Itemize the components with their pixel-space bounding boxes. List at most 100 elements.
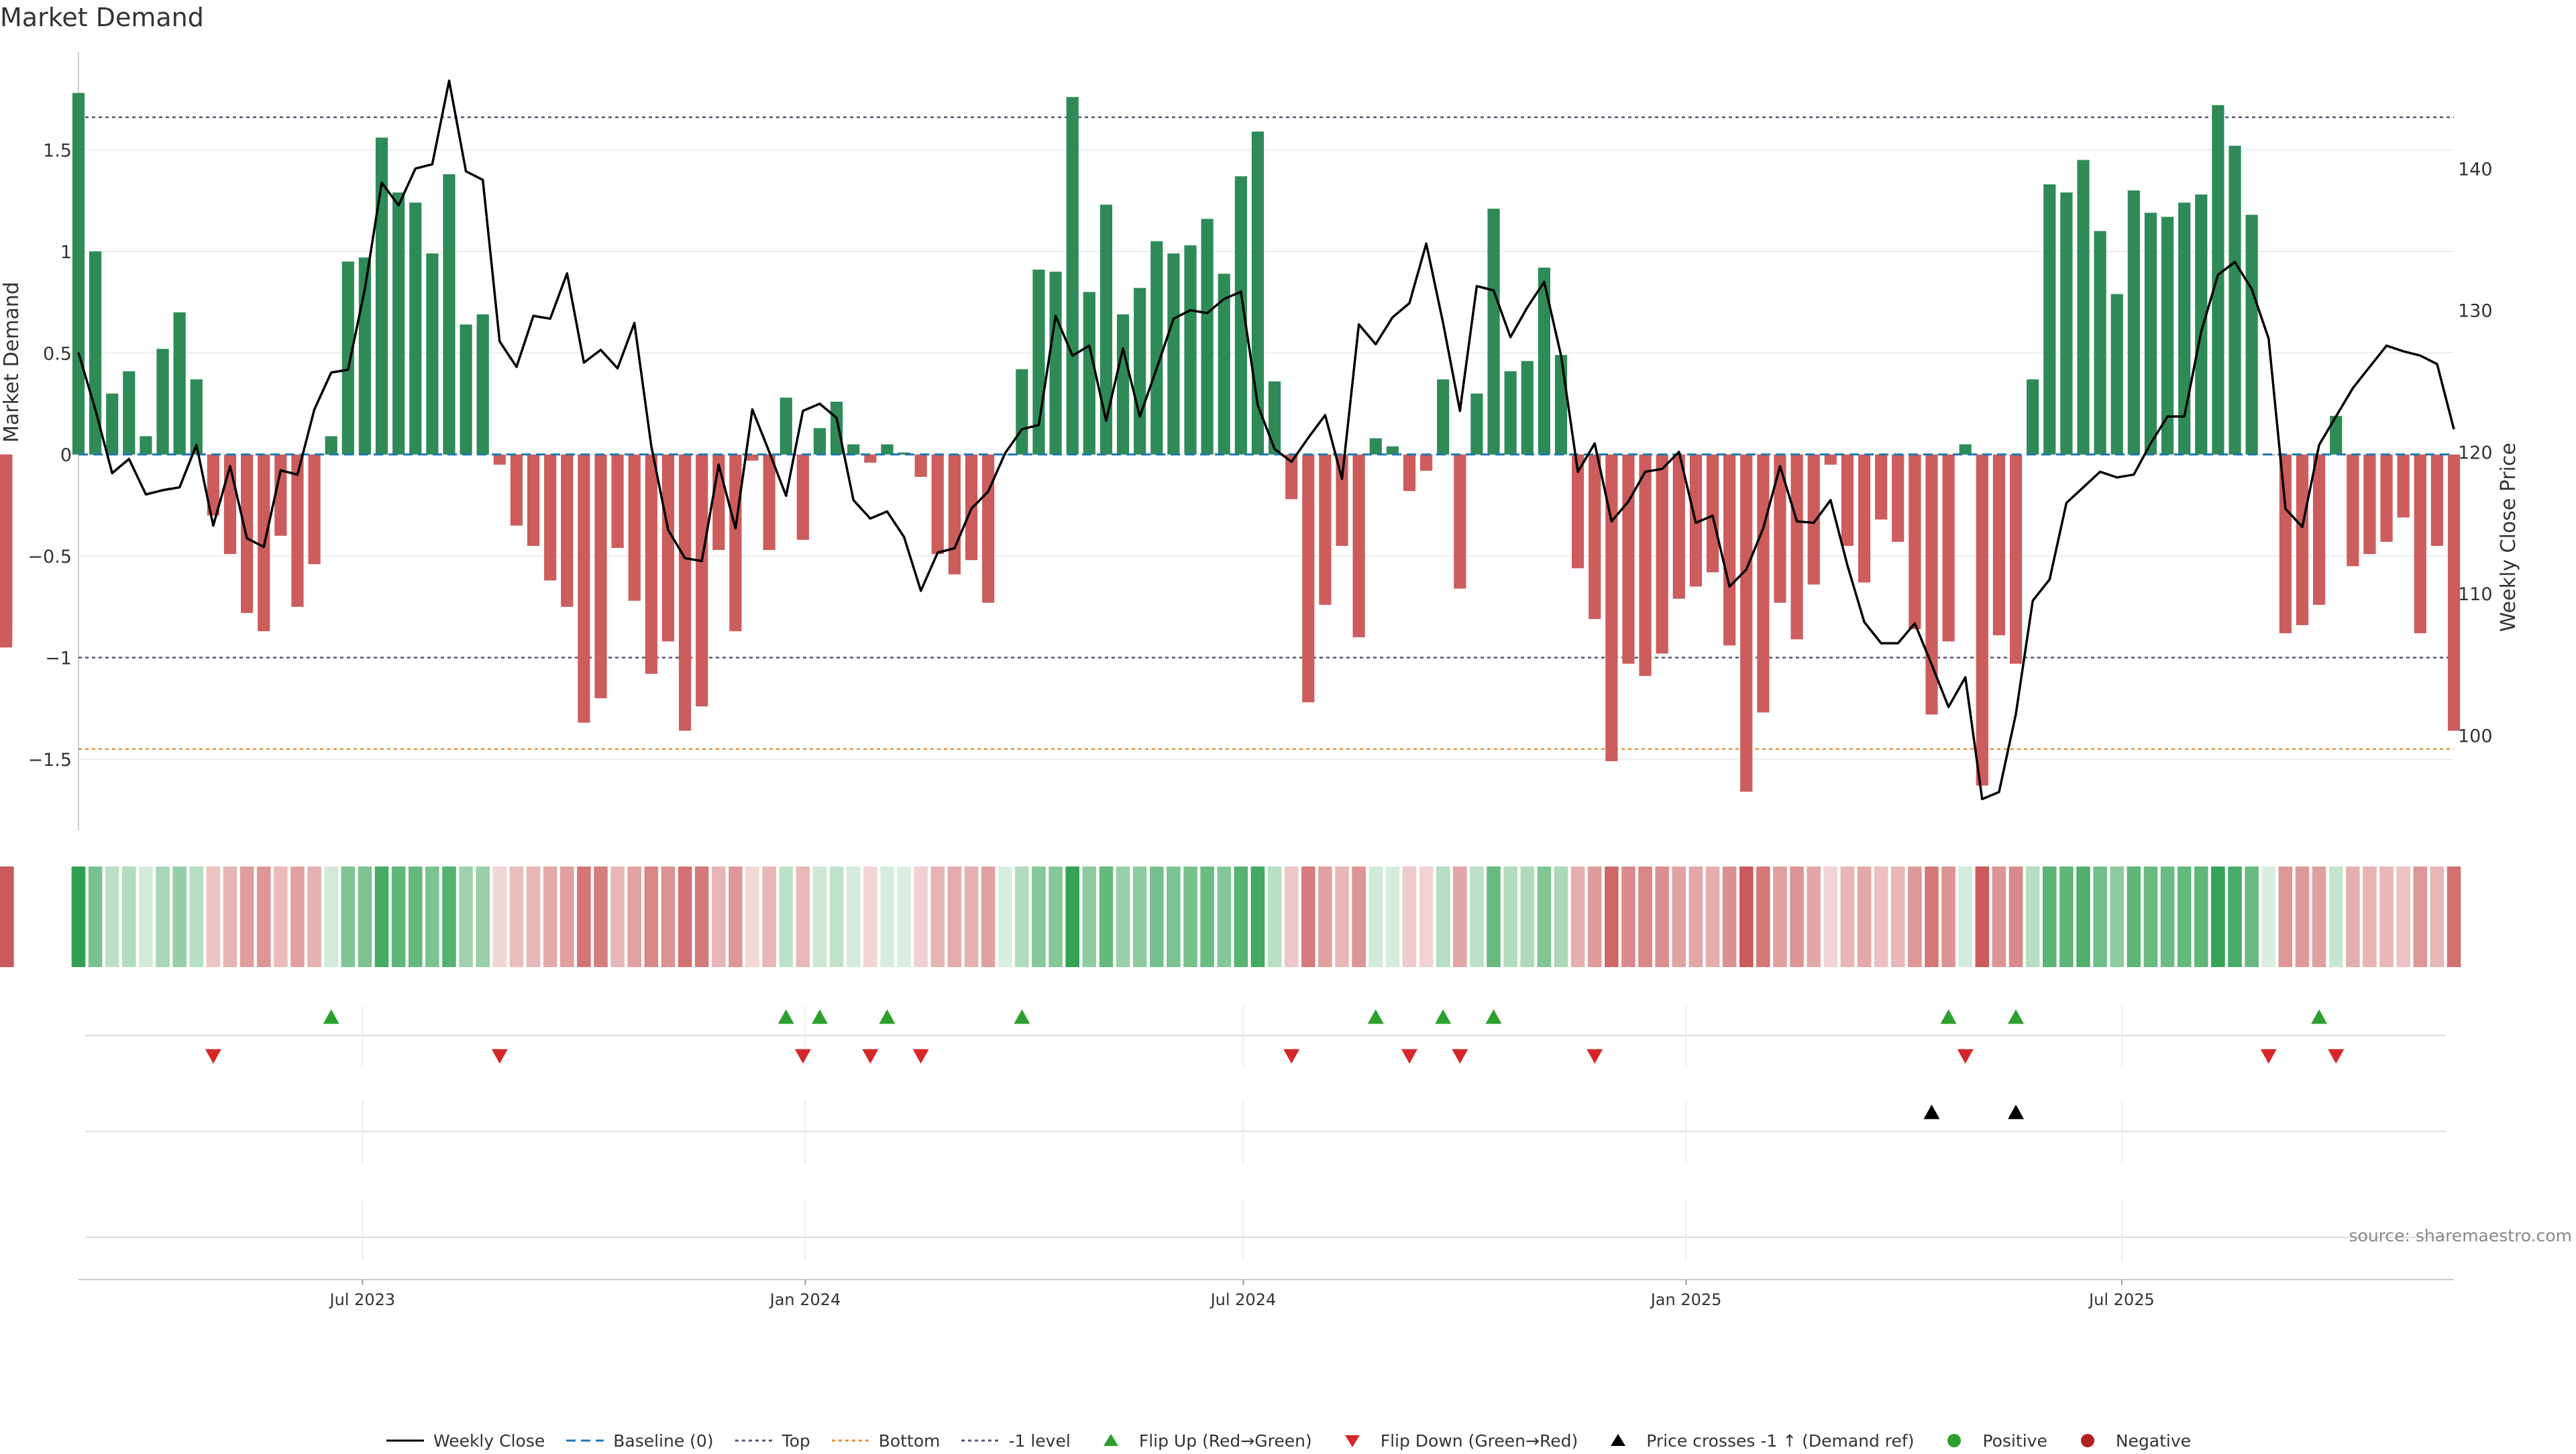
heat-cell	[1352, 866, 1366, 967]
heat-cell	[122, 866, 136, 967]
demand-bar	[1336, 454, 1348, 546]
demand-bar	[696, 454, 708, 707]
flip-down-marker	[1452, 1049, 1468, 1064]
flip-up-marker	[1367, 1009, 1384, 1024]
heat-cell	[559, 866, 574, 967]
heat-cell	[1419, 866, 1434, 967]
demand-bar	[645, 454, 657, 674]
y2-tick-label: 140	[2458, 159, 2493, 180]
demand-bar	[190, 379, 203, 455]
heat-cell	[1267, 866, 1282, 967]
legend-item-flip_up: Flip Up (Red→Green)	[1091, 1431, 1312, 1451]
demand-bar	[2312, 454, 2326, 605]
demand-bar	[982, 454, 995, 603]
demand-bar	[914, 454, 927, 478]
demand-bar	[89, 251, 102, 455]
demand-bar	[476, 314, 489, 455]
demand-bar	[460, 324, 472, 455]
demand-bar	[2347, 454, 2359, 567]
demand-bar	[2212, 105, 2224, 455]
heat-cell	[408, 866, 423, 967]
demand-bar	[1589, 454, 1601, 620]
heat-cell	[1739, 866, 1754, 967]
heat-cell	[156, 866, 170, 967]
heat-cell	[2430, 866, 2445, 967]
heat-cell	[543, 866, 557, 967]
flip-up-marker	[2008, 1009, 2025, 1024]
demand-bar	[1942, 454, 1955, 642]
demand-bar	[1167, 253, 1180, 455]
heat-cell	[2177, 866, 2192, 967]
x-tick-label: Jan 2024	[769, 1290, 841, 1309]
heat-cell	[2008, 866, 2023, 967]
demand-bar	[1605, 454, 1618, 762]
legend-label: Flip Up (Red→Green)	[1138, 1431, 1312, 1451]
demand-bar	[1403, 454, 1416, 492]
demand-bar	[1116, 314, 1130, 455]
heat-cell	[1116, 866, 1130, 967]
legend: Weekly Close Baseline (0) Top Bottom -1 leve…	[0, 1427, 2576, 1454]
heat-cell	[1992, 866, 2006, 967]
heat-cell	[2379, 866, 2394, 967]
demand-bar	[763, 454, 775, 551]
heat-cell	[189, 866, 204, 967]
demand-bar	[1706, 454, 1719, 573]
flip-down-marker	[1283, 1049, 1300, 1064]
demand-bar	[2178, 203, 2191, 455]
heat-cell	[2042, 866, 2057, 967]
demand-bar	[1218, 274, 1230, 455]
heat-cell	[1705, 866, 1720, 967]
demand-bar	[678, 454, 692, 731]
heat-cell	[1200, 866, 1214, 967]
heat-cell	[2143, 866, 2158, 967]
heat-cell	[476, 866, 490, 967]
heat-cell	[307, 866, 321, 967]
heat-cell	[459, 866, 473, 967]
x-tick-label: Jan 2025	[1650, 1290, 1722, 1309]
heat-cell	[1132, 866, 1147, 967]
heat-cell	[88, 866, 103, 967]
heat-cell	[829, 866, 844, 967]
demand-bar	[2363, 454, 2376, 555]
demand-bar	[1554, 355, 1568, 455]
flip-down-marker	[1401, 1049, 1417, 1064]
demand-bar	[1841, 454, 1854, 546]
flip-down-marker	[794, 1049, 811, 1064]
legend-symbol-cross	[1598, 1432, 1638, 1449]
demand-bar	[1487, 209, 1500, 455]
heat-cell	[2245, 866, 2259, 967]
demand-bar	[156, 349, 169, 455]
demand-bar	[1150, 241, 1163, 455]
heat-cell	[139, 866, 153, 967]
heat-cell	[341, 866, 356, 967]
flip-up-marker	[323, 1009, 339, 1024]
demand-bar	[1352, 454, 1365, 638]
demand-bar	[1976, 454, 1988, 786]
heat-cell	[324, 866, 338, 967]
demand-bar	[1268, 381, 1281, 455]
heat-cell	[1487, 866, 1501, 967]
demand-bar	[1875, 454, 1888, 520]
flip-up-marker	[1014, 1009, 1030, 1024]
heat-cell	[1065, 866, 1079, 967]
legend-symbol-positive	[1934, 1432, 1974, 1449]
heat-cell	[206, 866, 221, 967]
heat-cell	[1402, 866, 1417, 967]
legend-item-flip_down: Flip Down (Green→Red)	[1332, 1431, 1578, 1451]
demand-bar	[392, 192, 405, 455]
y-tick-label: 1.5	[43, 140, 72, 161]
heat-cell	[1520, 866, 1535, 967]
demand-bar	[2077, 160, 2090, 455]
heat-cell	[442, 866, 456, 967]
demand-bar	[1892, 454, 1904, 542]
demand-bar	[2144, 213, 2157, 455]
demand-bar	[173, 312, 186, 455]
demand-bar	[1740, 454, 1753, 792]
legend-label: -1 level	[1008, 1431, 1071, 1451]
y2-tick-label: 100	[2458, 726, 2493, 746]
demand-bar	[864, 454, 877, 463]
demand-bar	[341, 261, 354, 455]
heat-cell	[2295, 866, 2310, 967]
demand-bar	[1386, 446, 1399, 455]
heat-cell	[1301, 866, 1316, 967]
